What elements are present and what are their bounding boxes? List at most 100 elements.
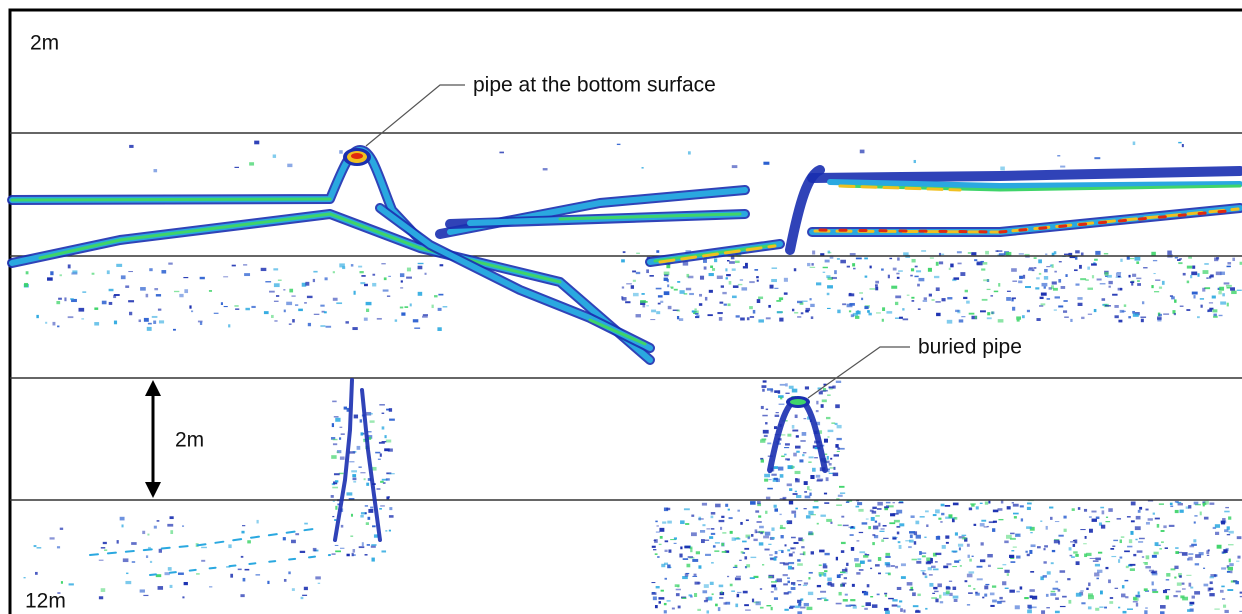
- speckle-dot: [836, 557, 838, 561]
- speckle-dot: [333, 443, 337, 445]
- speckle-dot: [157, 520, 160, 522]
- speckle-dot: [1124, 550, 1130, 552]
- speckle-dot: [981, 268, 985, 270]
- speckle-dot: [969, 507, 972, 510]
- speckle-dot: [897, 277, 900, 279]
- speckle-dot: [837, 451, 840, 452]
- speckle-dot: [1210, 576, 1214, 578]
- speckle-dot: [1086, 588, 1088, 590]
- speckle-dot: [720, 527, 722, 530]
- speckle-dot: [936, 287, 940, 291]
- speckle-dot: [1060, 570, 1066, 573]
- speckle-dot: [816, 282, 821, 285]
- speckle-dot: [1140, 317, 1146, 318]
- speckle-dot: [129, 145, 133, 148]
- speckle-dot: [1130, 281, 1134, 283]
- speckle-dot: [1166, 573, 1170, 577]
- speckle-dot: [335, 480, 338, 482]
- speckle-dot: [1102, 510, 1105, 514]
- speckle-dot: [1159, 503, 1164, 505]
- speckle-dot: [64, 297, 66, 301]
- speckle-dot: [1218, 291, 1221, 294]
- speckle-dot: [899, 545, 902, 549]
- speckle-dot: [1129, 539, 1132, 543]
- speckle-dot: [752, 599, 754, 603]
- speckle-dot: [723, 602, 726, 604]
- speckle-dot: [916, 561, 921, 564]
- speckle-dot: [1121, 594, 1125, 598]
- speckle-dot: [985, 251, 989, 255]
- speckle-dot: [757, 280, 759, 282]
- speckle-dot: [1101, 525, 1105, 529]
- speckle-dot: [885, 595, 887, 597]
- speckle-dot: [865, 553, 867, 554]
- speckle-dot: [678, 606, 681, 609]
- speckle-dot: [139, 319, 141, 322]
- speckle-dot: [787, 483, 792, 486]
- speckle-dot: [823, 565, 828, 568]
- speckle-dot: [1000, 167, 1005, 171]
- speckle-dot: [894, 520, 900, 523]
- speckle-dot: [1115, 315, 1119, 318]
- speckle-dot: [875, 284, 878, 286]
- speckle-dot: [656, 586, 660, 588]
- speckle-dot: [897, 257, 900, 260]
- speckle-dot: [779, 514, 781, 515]
- speckle-dot: [882, 319, 884, 322]
- speckle-dot: [57, 546, 60, 548]
- speckle-dot: [795, 415, 798, 418]
- speckle-dot: [674, 289, 678, 291]
- speckle-dot: [760, 439, 765, 442]
- speckle-dot: [878, 573, 881, 575]
- speckle-dot: [744, 548, 749, 550]
- speckle-dot: [60, 528, 63, 530]
- speckle-dot: [1130, 258, 1135, 259]
- speckle-dot: [1100, 283, 1106, 284]
- speckle-dot: [933, 587, 937, 589]
- speckle-dot: [1044, 545, 1048, 547]
- speckle-dot: [963, 297, 967, 299]
- speckle-dot: [324, 311, 327, 313]
- speckle-dot: [640, 300, 646, 303]
- speckle-dot: [875, 281, 879, 284]
- speckle-dot: [980, 503, 983, 504]
- speckle-dot: [768, 576, 772, 577]
- speckle-dot: [240, 594, 244, 597]
- speckle-dot: [1050, 593, 1056, 596]
- speckle-dot: [633, 280, 636, 282]
- speckle-dot: [1220, 301, 1226, 304]
- speckle-dot: [1227, 526, 1230, 529]
- speckle-dot: [793, 542, 798, 544]
- speckle-dot: [364, 478, 366, 480]
- speckle-dot: [830, 522, 832, 524]
- speckle-dot: [153, 321, 156, 324]
- speckle-dot: [829, 463, 832, 465]
- speckle-dot: [936, 262, 939, 266]
- speckle-dot: [1083, 543, 1087, 544]
- speckle-dot: [851, 547, 854, 551]
- speckle-dot: [1165, 589, 1170, 590]
- speckle-dot: [1174, 299, 1176, 302]
- speckle-dot: [359, 271, 363, 273]
- speckle-dot: [367, 544, 370, 546]
- speckle-dot: [704, 266, 707, 269]
- speckle-dot: [1154, 291, 1159, 292]
- speckle-dot: [1230, 571, 1232, 574]
- speckle-dot: [1054, 540, 1060, 544]
- speckle-dot: [886, 564, 890, 568]
- speckle-dot: [690, 595, 693, 597]
- speckle-dot: [1080, 529, 1085, 530]
- speckle-dot: [998, 283, 1000, 287]
- speckle-dot: [832, 277, 837, 279]
- speckle-dot: [358, 467, 361, 468]
- speckle-dot: [774, 426, 777, 429]
- depth-label: 12m: [25, 590, 66, 613]
- speckle-dot: [1203, 270, 1209, 274]
- speckle-dot: [793, 453, 797, 457]
- speckle-dot: [1081, 602, 1085, 604]
- speckle-dot: [1013, 513, 1019, 515]
- speckle-dot: [711, 533, 715, 535]
- speckle-dot: [341, 525, 343, 528]
- speckle-dot: [1123, 611, 1127, 614]
- speckle-dot: [432, 305, 434, 308]
